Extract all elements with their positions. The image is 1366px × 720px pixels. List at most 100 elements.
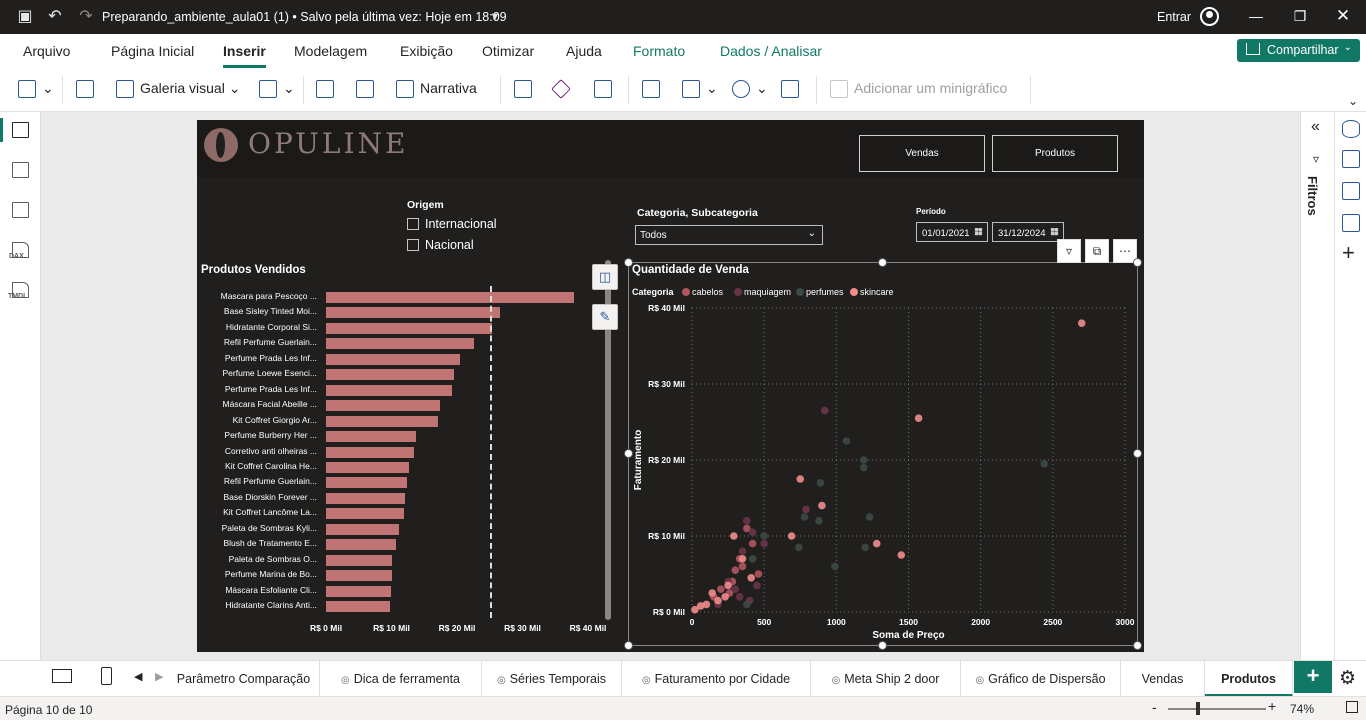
tab-otimizar[interactable]: Otimizar bbox=[482, 43, 535, 59]
add-sparkline-button[interactable]: Adicionar um minigráfico bbox=[830, 80, 1007, 100]
add-page-button[interactable]: + bbox=[1294, 661, 1332, 693]
scatter-point[interactable] bbox=[696, 602, 705, 610]
scatter-point[interactable] bbox=[730, 532, 738, 540]
bar-chart[interactable]: Mascara para Pescoço ... Base Sisley Tint… bbox=[197, 260, 607, 652]
format-pane-icon[interactable] bbox=[1342, 182, 1360, 200]
previous-page-icon[interactable]: ◀ bbox=[134, 671, 143, 683]
scatter-point[interactable] bbox=[691, 605, 699, 614]
bar[interactable] bbox=[326, 338, 475, 350]
scatter-point[interactable] bbox=[865, 513, 874, 521]
text-box-button[interactable] bbox=[642, 80, 666, 100]
scatter-point[interactable] bbox=[859, 463, 868, 472]
page-tab[interactable]: ◎ Séries Temporais bbox=[482, 661, 622, 697]
tab-arquivo[interactable]: Arquivo bbox=[23, 43, 71, 59]
origem-nacional-checkbox[interactable]: Nacional bbox=[407, 238, 474, 252]
resize-handle[interactable] bbox=[1133, 449, 1142, 458]
bar[interactable] bbox=[326, 369, 454, 381]
bar[interactable] bbox=[326, 384, 452, 396]
close-icon[interactable]: ✕ bbox=[1335, 6, 1351, 25]
zoom-in-icon[interactable]: + bbox=[1268, 698, 1277, 714]
resize-handle[interactable] bbox=[878, 641, 887, 650]
shapes-button[interactable]: ⌄ bbox=[732, 80, 768, 100]
bar[interactable] bbox=[326, 523, 400, 535]
next-page-icon[interactable]: ▶ bbox=[155, 671, 164, 683]
scatter-point[interactable] bbox=[731, 566, 740, 574]
bar[interactable] bbox=[326, 570, 392, 582]
tab-formato[interactable]: Formato bbox=[633, 43, 686, 59]
custom-visual-button[interactable]: ⌄ bbox=[259, 80, 295, 100]
resize-handle[interactable] bbox=[1133, 641, 1142, 650]
mobile-layout-icon[interactable] bbox=[101, 667, 112, 685]
scatter-point[interactable] bbox=[760, 532, 768, 540]
scatter-point[interactable] bbox=[753, 581, 761, 590]
scatter-point[interactable] bbox=[796, 475, 805, 483]
share-button[interactable]: Compartilhar ⌄ bbox=[1237, 39, 1360, 62]
filters-pane-label[interactable]: Filtros bbox=[1305, 176, 1320, 216]
scatter-point[interactable] bbox=[800, 513, 809, 521]
sync-slicers-icon[interactable] bbox=[1342, 214, 1360, 232]
resize-handle[interactable] bbox=[878, 258, 887, 267]
scatter-point[interactable] bbox=[859, 456, 868, 464]
tab-exibicao[interactable]: Exibição bbox=[400, 43, 453, 59]
undo-icon[interactable]: ↶ bbox=[48, 8, 62, 25]
scatter-point[interactable] bbox=[738, 562, 747, 571]
sign-in-link[interactable]: Entrar bbox=[1157, 10, 1192, 24]
zoom-slider-thumb[interactable] bbox=[1196, 702, 1200, 715]
resize-handle[interactable] bbox=[624, 449, 633, 458]
bar-chart-scrollbar[interactable] bbox=[605, 260, 611, 620]
scatter-point[interactable] bbox=[1077, 319, 1086, 327]
bar[interactable] bbox=[326, 415, 438, 427]
power-apps-button[interactable] bbox=[551, 79, 574, 100]
bar[interactable] bbox=[326, 539, 397, 551]
scatter-chart[interactable]: 0 500 1000 1500 2000 2500 3000 R$ 0 Mil R$ 10 Mi… bbox=[628, 262, 1138, 646]
scatter-point[interactable] bbox=[872, 539, 881, 548]
categoria-dropdown[interactable]: Todos ⌄ bbox=[635, 225, 823, 245]
scatter-point[interactable] bbox=[708, 589, 717, 597]
table-view-icon[interactable] bbox=[12, 162, 29, 178]
tab-ajuda[interactable]: Ajuda bbox=[566, 43, 602, 59]
image-button[interactable] bbox=[781, 80, 805, 100]
focus-mode-icon[interactable]: ⧉ bbox=[1085, 239, 1109, 263]
scatter-point[interactable] bbox=[795, 543, 803, 552]
decomposition-tree-button[interactable] bbox=[356, 80, 380, 100]
page-tab[interactable]: ◎ Meta Ship 2 door bbox=[811, 661, 961, 697]
scatter-point[interactable] bbox=[816, 479, 825, 487]
tmdl-view-icon[interactable] bbox=[12, 282, 29, 298]
scatter-point[interactable] bbox=[714, 596, 722, 605]
tab-inserir[interactable]: Inserir bbox=[223, 43, 266, 68]
bar[interactable] bbox=[326, 431, 416, 443]
scatter-point[interactable] bbox=[787, 532, 796, 540]
scatter-point[interactable] bbox=[743, 517, 751, 525]
scatter-point[interactable] bbox=[818, 501, 826, 510]
avatar[interactable] bbox=[1200, 7, 1219, 26]
data-pane-icon[interactable] bbox=[1342, 120, 1360, 138]
page-tab[interactable]: Produtos bbox=[1205, 661, 1293, 697]
bar[interactable] bbox=[326, 477, 408, 489]
resize-handle[interactable] bbox=[624, 258, 633, 267]
bar[interactable] bbox=[326, 601, 391, 612]
bar[interactable] bbox=[326, 461, 409, 473]
end-date-input[interactable]: 31/12/2024 ▦ bbox=[992, 222, 1064, 242]
produtos-nav-button[interactable]: Produtos bbox=[992, 135, 1118, 172]
bar[interactable] bbox=[326, 400, 440, 412]
collapse-pane-icon[interactable]: « bbox=[1311, 118, 1320, 135]
scatter-point[interactable] bbox=[743, 600, 751, 609]
scatter-point[interactable] bbox=[747, 574, 755, 582]
save-icon[interactable]: ▣ bbox=[17, 8, 33, 25]
visual-gallery-button[interactable]: Galeria visual ⌄ bbox=[116, 80, 240, 100]
visualizations-pane-icon[interactable] bbox=[1342, 150, 1360, 168]
scatter-point[interactable] bbox=[815, 517, 823, 525]
scatter-point[interactable] bbox=[1040, 460, 1048, 468]
scatter-point[interactable] bbox=[721, 593, 729, 601]
zoom-slider[interactable] bbox=[1168, 708, 1266, 710]
model-view-icon[interactable] bbox=[12, 202, 29, 218]
resize-handle[interactable] bbox=[624, 641, 633, 650]
add-pane-icon[interactable]: + bbox=[1342, 240, 1355, 265]
scatter-point[interactable] bbox=[802, 505, 810, 514]
scatter-point[interactable] bbox=[731, 585, 740, 593]
settings-icon[interactable]: ⚙ bbox=[1339, 668, 1357, 689]
bar[interactable] bbox=[326, 322, 493, 334]
page-tab[interactable]: ◎ Gráfico de Dispersão bbox=[961, 661, 1121, 697]
fit-to-page-icon[interactable] bbox=[1346, 701, 1358, 713]
origem-internacional-checkbox[interactable]: Internacional bbox=[407, 217, 497, 231]
